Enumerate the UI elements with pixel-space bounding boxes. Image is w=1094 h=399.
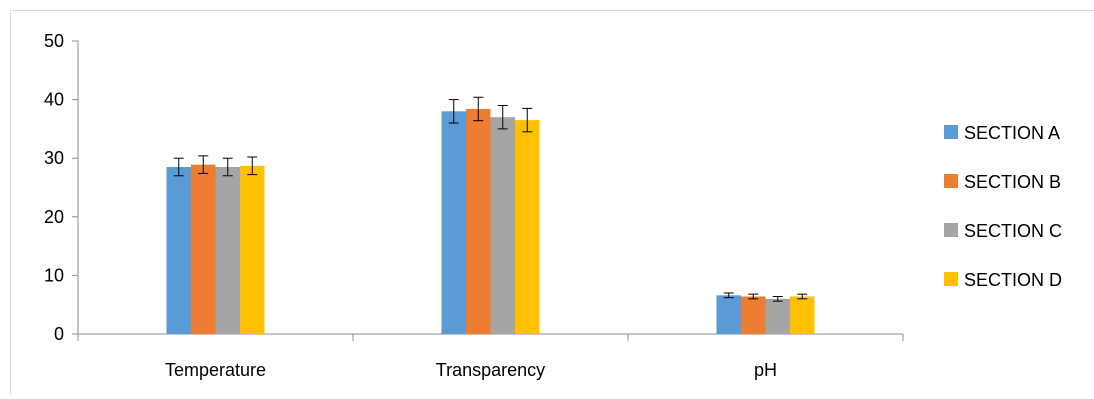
legend-swatch [944,223,958,237]
bar [515,120,540,334]
y-tick-label: 0 [54,324,64,344]
legend-label: SECTION A [964,123,1060,143]
bar [491,117,516,334]
x-category-label: Temperature [165,360,266,380]
legend-label: SECTION B [964,172,1061,192]
bar [766,299,791,334]
legend-label: SECTION C [964,221,1062,241]
y-tick-label: 50 [44,31,64,51]
y-tick-label: 40 [44,90,64,110]
bar [790,296,815,334]
legend-label: SECTION D [964,270,1062,290]
bar [717,295,742,334]
bar [466,109,491,334]
x-category-label: Transparency [436,360,545,380]
legend-swatch [944,272,958,286]
legend-swatch [944,125,958,139]
bar [741,296,766,334]
y-tick-label: 10 [44,265,64,285]
x-category-label: pH [754,360,777,380]
bar [240,166,265,334]
y-tick-label: 30 [44,148,64,168]
bar [191,165,216,334]
y-tick-label: 20 [44,207,64,227]
bar [442,111,467,334]
bar [216,167,241,334]
bar [167,167,192,334]
legend-swatch [944,174,958,188]
